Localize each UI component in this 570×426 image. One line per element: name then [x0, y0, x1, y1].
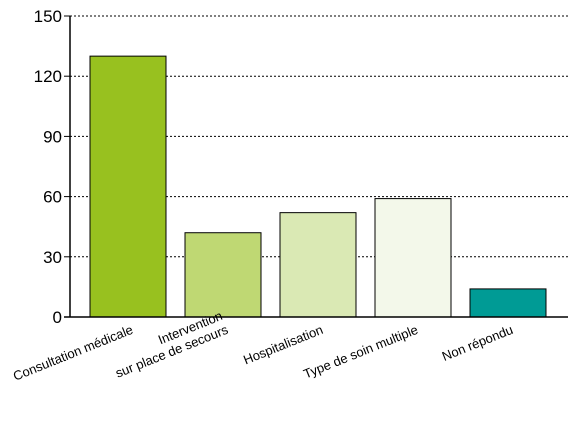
bar: [184, 232, 262, 318]
y-tick-labels: 0 30 60 90 120 150: [34, 7, 62, 327]
bar: [279, 212, 357, 318]
y-tick-label: 0: [53, 308, 62, 327]
y-tick-label: 90: [43, 127, 62, 146]
y-tick-label: 30: [43, 248, 62, 267]
x-category-label-line: Hospitalisation: [241, 322, 325, 368]
x-category-label-line: Non répondu: [440, 322, 515, 364]
bar: [89, 55, 167, 318]
y-tick-label: 60: [43, 188, 62, 207]
bars: [89, 55, 547, 318]
x-category-label: Non répondu: [440, 322, 515, 364]
y-tick-label: 120: [34, 67, 62, 86]
axes: [64, 15, 568, 318]
bar: [469, 288, 547, 318]
bar: [374, 198, 452, 318]
y-tick-label: 150: [34, 7, 62, 26]
x-category-label: Hospitalisation: [241, 322, 325, 368]
